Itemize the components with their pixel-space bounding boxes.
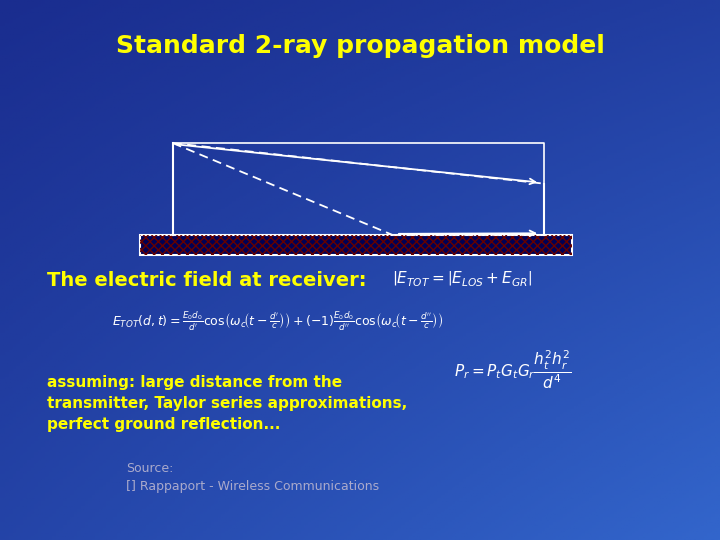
Text: $P_r = P_t G_t G_r \dfrac{h_t^2 h_r^2}{d^4}$: $P_r = P_t G_t G_r \dfrac{h_t^2 h_r^2}{d… — [454, 348, 572, 392]
Text: assuming: large distance from the
transmitter, Taylor series approximations,
per: assuming: large distance from the transm… — [47, 375, 407, 433]
Text: $E_{TOT}(d,t)=\frac{E_0 d_0}{d'}\cos\!\left(\omega_c\!\left(t-\frac{d'}{c}\right: $E_{TOT}(d,t)=\frac{E_0 d_0}{d'}\cos\!\l… — [112, 309, 443, 333]
Text: The electric field at receiver:: The electric field at receiver: — [47, 271, 366, 291]
Bar — [140, 235, 572, 255]
Text: Standard 2-ray propagation model: Standard 2-ray propagation model — [116, 34, 604, 58]
Text: Source:
[] Rappaport - Wireless Communications: Source: [] Rappaport - Wireless Communic… — [126, 462, 379, 494]
Text: $\left|E_{TOT} = \left|E_{LOS} + E_{GR}\right|\right.$: $\left|E_{TOT} = \left|E_{LOS} + E_{GR}\… — [392, 268, 533, 288]
Bar — [140, 235, 572, 255]
